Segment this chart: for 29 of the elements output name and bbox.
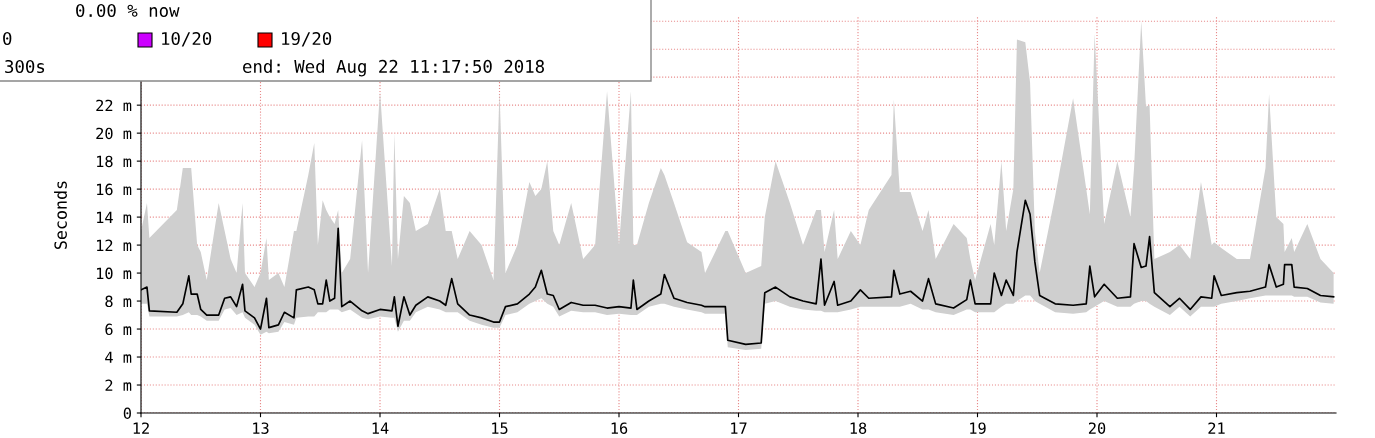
x-tick-label: 16 (611, 422, 628, 434)
y-tick-label: 0 (123, 407, 131, 420)
y-tick-label: 2 m (105, 379, 132, 391)
y-tick-label: 20 m (96, 127, 132, 140)
x-tick-label: 12 (133, 422, 149, 434)
annotation: 0.00 % now (76, 3, 180, 18)
y-tick-label: 16 m (97, 183, 132, 196)
x-tick-label: 13 (253, 422, 269, 434)
y-tick-label: 8 m (105, 295, 132, 308)
x-tick-label: 18 (850, 422, 867, 434)
annotation: end: Wed Aug 22 11:17:50 2018 (243, 59, 545, 77)
x-tick-label: 14 (372, 422, 389, 434)
text: 300s (5, 59, 45, 74)
x-tick-label: 15 (492, 422, 508, 434)
x-tick-label: 20 (1088, 422, 1106, 434)
y-tick-label: 14 m (97, 211, 132, 223)
y-tick-label: 12 m (97, 239, 132, 251)
y-tick-label: 18 m (97, 155, 132, 168)
x-tick-label: 17 (731, 422, 747, 434)
x-tick-label: 19 (970, 422, 986, 434)
y-tick-label: 10 m (97, 267, 132, 280)
y-tick-label: 6 m (105, 323, 132, 336)
y-tick-label: 4 m (105, 351, 132, 363)
y-axis-title: Seconds (54, 181, 67, 249)
y-tick-label: 22 m (96, 99, 132, 111)
annotation: 10/20 (162, 31, 212, 47)
text: 0 (3, 31, 12, 46)
x-tick-label: 21 (1208, 422, 1225, 434)
annotation: 19/20 (282, 31, 332, 47)
